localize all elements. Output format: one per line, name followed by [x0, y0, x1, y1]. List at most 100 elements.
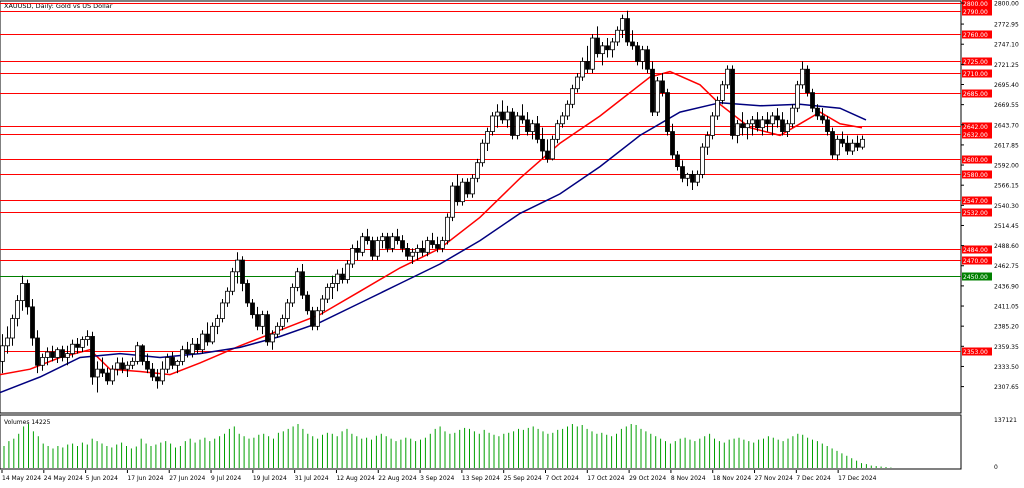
candle-15: [75, 338, 80, 354]
candle-109: [545, 139, 550, 163]
candle-143: [715, 96, 720, 120]
candle-34: [170, 352, 175, 370]
level-tag-5: [962, 89, 992, 98]
price-axis: 2800.00 2772.95 2747.10 2721.25 2695.40 2669.…: [961, 1, 1019, 391]
candle-88: [440, 236, 445, 253]
candle-body-126: [630, 41, 635, 47]
candle-body-128: [640, 49, 645, 62]
candle-body-143: [715, 99, 720, 117]
candle-1: [5, 326, 10, 354]
level-label-2: 2760.00: [963, 32, 988, 39]
candle-135: [675, 151, 680, 171]
candle-body-171: [855, 142, 860, 148]
candle-body-58: [290, 286, 295, 304]
candle-27: [135, 341, 140, 365]
x-tick-label-16: 8 Nov 2024: [671, 475, 706, 482]
candle-body-138: [690, 174, 695, 183]
candle-86: [430, 232, 435, 249]
candle-118: [590, 34, 595, 74]
candle-body-98: [490, 115, 495, 132]
level-tag-11: [962, 208, 992, 217]
candle-body-85: [425, 240, 430, 253]
level-label-6: 2642.00: [963, 124, 988, 131]
candle-body-152: [760, 119, 765, 129]
candle-body-11: [55, 349, 60, 358]
candle-85: [425, 236, 430, 257]
y-tick-label-12: 2488.60: [994, 243, 1019, 250]
candle-body-0: [0, 345, 5, 362]
candle-body-145: [725, 68, 730, 86]
candle-166: [830, 127, 835, 159]
candle-164: [820, 108, 825, 124]
candle-96: [480, 139, 485, 167]
candle-51: [255, 306, 260, 331]
level-label-11: 2532.00: [963, 210, 988, 217]
x-tick-label-4: 27 Jun 2024: [169, 475, 205, 482]
candle-body-131: [655, 80, 660, 113]
candle-99: [495, 104, 500, 128]
level-label-9: 2580.00: [963, 172, 988, 179]
candle-body-129: [645, 49, 650, 70]
candle-0: [0, 334, 5, 374]
candle-body-154: [770, 115, 775, 125]
candle-45: [225, 287, 230, 307]
candle-body-43: [215, 318, 220, 327]
candle-body-101: [505, 111, 510, 121]
candle-body-39: [195, 343, 200, 351]
level-tag-13: [962, 256, 992, 265]
x-tick-label-18: 27 Nov 2024: [755, 475, 794, 482]
candle-103: [515, 112, 520, 140]
candle-69: [345, 260, 350, 284]
candle-body-133: [665, 92, 670, 132]
x-tick-label-19: 7 Dec 2024: [796, 475, 831, 482]
candle-body-5: [25, 283, 30, 308]
y-tick-label-5: 2669.55: [994, 102, 1019, 109]
candle-8: [40, 353, 45, 371]
candle-122: [610, 38, 615, 58]
candle-body-139: [695, 174, 700, 183]
candle-body-6: [30, 306, 35, 339]
candle-156: [780, 112, 785, 136]
y-tick-label-3: 2721.25: [994, 62, 1019, 69]
x-tick-label-14: 17 Oct 2024: [587, 475, 624, 482]
y-tick-label-2: 2747.10: [994, 42, 1019, 49]
candle-72: [360, 232, 365, 257]
candle-body-92: [460, 181, 465, 203]
y-tick-label-4: 2695.40: [994, 82, 1019, 89]
candle-77: [385, 232, 390, 253]
level-label-13: 2470.00: [963, 258, 988, 265]
candle-16: [80, 336, 85, 353]
candle-body-148: [740, 123, 745, 129]
candle-body-70: [350, 248, 355, 265]
candle-body-111: [555, 123, 560, 140]
candle-50: [250, 299, 255, 319]
level-tag-2: [962, 30, 992, 39]
y-tick-label-18: 2333.50: [994, 364, 1019, 371]
candle-54: [270, 330, 275, 350]
level-tag-6: [962, 122, 992, 131]
candle-body-47: [235, 259, 240, 273]
candle-body-63: [315, 310, 320, 327]
candle-59: [295, 267, 300, 292]
time-axis: 14 May 2024 24 May 2024 5 Jun 2024 17 Jun 2…: [1, 470, 877, 482]
y-tick-label-1: 2772.95: [994, 22, 1019, 29]
candle-body-83: [415, 248, 420, 253]
candle-162: [810, 88, 815, 113]
candle-35: [175, 359, 180, 374]
level-label-4: 2710.00: [963, 71, 988, 78]
candle-21: [105, 367, 110, 385]
candle-body-170: [850, 142, 855, 152]
candle-body-118: [590, 37, 595, 70]
x-tick-label-20: 17 Dec 2024: [838, 475, 877, 482]
candle-87: [435, 236, 440, 253]
candle-body-120: [600, 45, 605, 55]
level-tag-8: [962, 155, 992, 164]
candle-body-124: [620, 18, 625, 31]
y-tick-label-17: 2359.35: [994, 344, 1019, 351]
candle-body-14: [70, 343, 75, 354]
level-tag-15: [962, 347, 992, 356]
candle-body-9: [45, 351, 50, 358]
candle-body-168: [840, 138, 845, 144]
